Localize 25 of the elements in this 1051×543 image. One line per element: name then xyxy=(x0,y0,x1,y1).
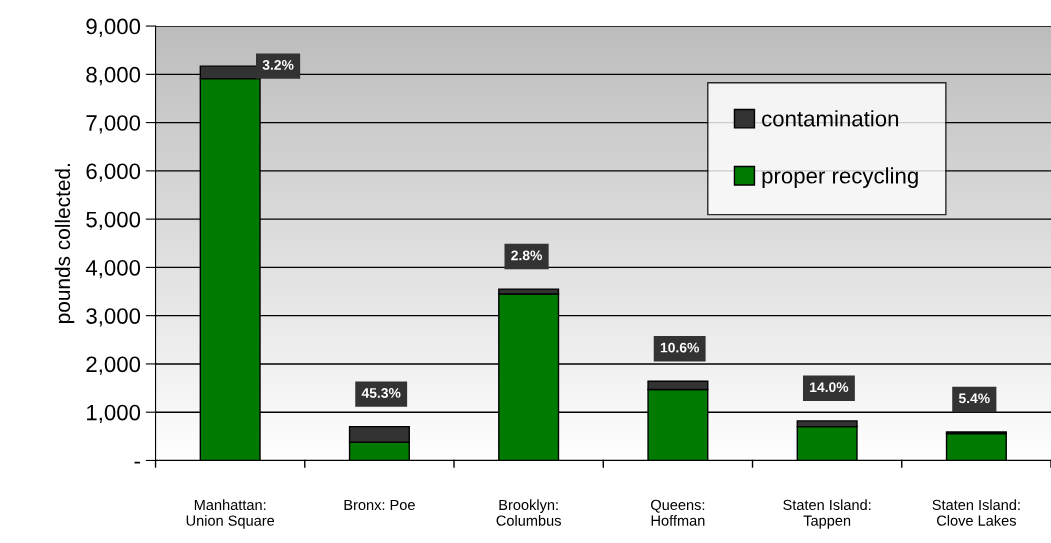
x-tick-label: Manhattan: Union Square xyxy=(186,499,275,529)
y-tick-label: 9,000 xyxy=(86,18,141,37)
x-tick-label: Staten Island: Clove Lakes xyxy=(932,499,1020,526)
y-tick-label: 2,000 xyxy=(86,356,141,375)
annotation: 2.8% xyxy=(511,250,543,261)
y-tick-label: 5,000 xyxy=(86,211,141,231)
x-tick-label: Brooklyn: Columbus xyxy=(496,499,561,526)
y-tick-label: 7,000 xyxy=(86,115,141,134)
y-axis-title: pounds collected. xyxy=(54,164,75,323)
legend-label: contamination xyxy=(762,110,899,127)
annotation: 14.0% xyxy=(810,382,849,393)
x-tick-label: Bronx: Poe xyxy=(344,499,415,511)
x-tick-label: Staten Island: Tappen xyxy=(783,499,871,529)
annotation: 10.6% xyxy=(660,342,699,353)
y-tick-label: 1,000 xyxy=(87,404,141,424)
annotation: 45.3% xyxy=(361,388,401,398)
y-tick-label: 8,000 xyxy=(86,66,141,86)
legend-label: proper recycling xyxy=(762,167,918,189)
y-tick-label: 6,000 xyxy=(86,163,141,182)
x-tick-label: Queens: Hoffman xyxy=(651,499,705,526)
annotation: 5.4% xyxy=(958,393,990,404)
y-tick-label: 4,000 xyxy=(85,259,141,279)
annotation: 3.2% xyxy=(262,60,294,70)
y-tick-label: 3,000 xyxy=(86,308,141,327)
y-tick-label: - xyxy=(134,461,140,464)
